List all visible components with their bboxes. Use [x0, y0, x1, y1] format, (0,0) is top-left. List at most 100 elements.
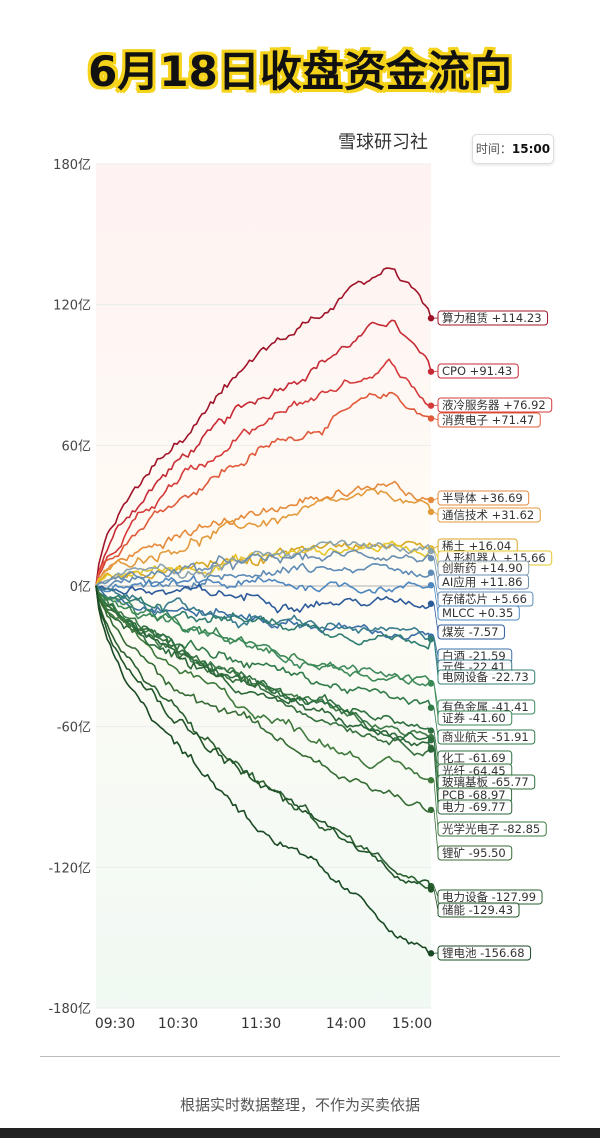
series-label-text: 半导体 +36.69 — [442, 491, 523, 505]
series-endpoint — [427, 314, 435, 322]
series-line — [95, 319, 432, 587]
series-label: 玻璃基板 -65.77 — [437, 774, 536, 790]
series-name: 算力租赁 — [442, 311, 488, 325]
series-name: 储能 — [442, 903, 465, 917]
label-leader — [433, 639, 439, 678]
series-endpoint — [427, 886, 435, 893]
series-label-text: 锂电池 -156.68 — [442, 946, 525, 960]
series-value: -41.60 — [465, 711, 506, 725]
series-label-text: AI应用 +11.86 — [442, 575, 522, 589]
series-value: -69.77 — [465, 800, 506, 814]
footer-divider — [40, 1056, 560, 1057]
label-leader — [433, 418, 439, 421]
series-label: 电网设备 -22.73 — [437, 669, 536, 685]
series-line — [95, 585, 432, 781]
series-value: +11.86 — [476, 575, 522, 589]
series-line — [95, 549, 432, 587]
series-label-text: 算力租赁 +114.23 — [442, 311, 542, 325]
series-label-text: 消费电子 +71.47 — [442, 413, 534, 427]
series-label: 锂电池 -156.68 — [437, 945, 532, 961]
label-leader — [433, 404, 439, 407]
series-label-box — [437, 799, 513, 815]
series-endpoint — [427, 547, 435, 555]
y-tick-label: 0亿 — [70, 580, 91, 595]
series-endpoint — [427, 368, 435, 375]
series-label-text: 通信技术 +31.62 — [442, 508, 534, 522]
series-value: +76.92 — [500, 398, 546, 412]
series-name: 证券 — [442, 711, 465, 725]
label-leader — [433, 780, 439, 830]
bottom-bar — [0, 1128, 600, 1138]
series-endpoint — [427, 950, 435, 957]
series-line — [95, 585, 432, 685]
y-tick-label: 120亿 — [53, 299, 91, 314]
series-line — [95, 585, 432, 757]
series-label-box — [437, 729, 536, 745]
series-name: MLCC — [442, 606, 474, 620]
series-line — [95, 585, 432, 687]
series-value: -156.68 — [477, 946, 525, 960]
series-label-text: 锂矿 -95.50 — [442, 846, 506, 860]
series-label: MLCC +0.35 — [437, 605, 520, 621]
x-tick-label: 11:30 — [241, 1016, 281, 1032]
series-label: 存储芯片 +5.66 — [437, 591, 534, 607]
fund-flow-chart: 180亿 120亿 60亿 0亿 -60亿 -120亿 -180亿 09:30 10:30 11… — [48, 158, 553, 1032]
series-line — [95, 585, 432, 640]
series-endpoint — [427, 569, 435, 576]
series-label: 算力租赁 +114.23 — [437, 310, 549, 326]
series-name: CPO — [442, 364, 466, 378]
series-endpoint — [427, 736, 435, 744]
label-leader — [433, 545, 439, 549]
label-leader — [433, 497, 439, 501]
series-label: 电力 -69.77 — [437, 799, 513, 815]
series-value: -95.50 — [465, 846, 506, 860]
series-value: -68.97 — [465, 788, 506, 802]
series-name: 消费电子 — [442, 413, 488, 427]
label-leader — [433, 683, 439, 719]
series-name: 电力设备 — [442, 890, 488, 904]
series-line — [95, 585, 432, 708]
series-value: -61.69 — [465, 751, 506, 765]
label-leader — [433, 549, 439, 559]
series-label-text: 电力 -69.77 — [442, 800, 506, 814]
series-label: 化工 -61.69 — [437, 750, 513, 766]
series-label: 证券 -41.60 — [437, 710, 513, 726]
series-label: 通信技术 +31.62 — [437, 507, 541, 523]
series-label-box — [437, 945, 532, 961]
series-endpoint — [427, 581, 435, 589]
series-endpoint — [427, 554, 435, 562]
series-line — [95, 585, 432, 813]
x-tick-label: 09:30 — [95, 1016, 135, 1032]
series-name: 液冷服务器 — [442, 398, 500, 412]
label-leader — [433, 572, 439, 600]
series-label: PCB -68.97 — [437, 787, 513, 803]
series-line — [95, 585, 432, 890]
series-line — [95, 539, 432, 587]
series-label-text: 化工 -61.69 — [442, 751, 506, 765]
series-label-box — [437, 821, 547, 837]
series-label-box — [437, 574, 529, 590]
series-value: +91.43 — [466, 364, 512, 378]
series-value: +16.04 — [465, 539, 511, 553]
brand-label: 雪球研习社 — [338, 132, 428, 153]
series-label-box — [437, 310, 549, 326]
page-title: 6月18日收盘资金流向 — [88, 47, 512, 96]
series-name: AI应用 — [442, 575, 476, 589]
series-label: 创新药 +14.90 — [437, 560, 530, 576]
series-label-text: 电力设备 -127.99 — [442, 890, 536, 904]
label-leader — [433, 737, 439, 772]
series-name: 存储芯片 — [442, 592, 488, 606]
series-value: -82.85 — [500, 822, 541, 836]
series-label-text: 创新药 +14.90 — [442, 561, 523, 575]
series-name: 电力 — [442, 800, 465, 814]
footer-note: 根据实时数据整理，不作为买卖依据 — [179, 1096, 420, 1114]
series-name: 煤炭 — [442, 625, 465, 639]
series-name: 锂矿 — [442, 846, 465, 860]
series-line — [95, 585, 432, 955]
series-endpoint — [427, 415, 435, 422]
series-label-text: 液冷服务器 +76.92 — [442, 398, 546, 412]
series-label: 锂矿 -95.50 — [437, 845, 513, 861]
time-value: 15:00 — [511, 142, 551, 156]
series-value: +14.90 — [477, 561, 523, 575]
label-leader — [433, 585, 439, 614]
